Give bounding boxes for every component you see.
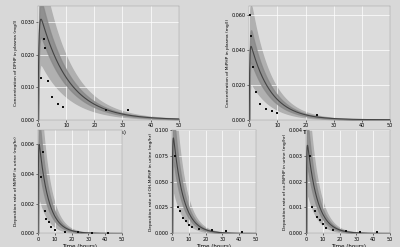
Point [38,175,44,179]
Point [43,217,50,221]
Point [52,228,58,232]
Y-axis label: Concentration of MiPHP in plasma (mg/l): Concentration of MiPHP in plasma (mg/l) [226,19,230,107]
Point [316,219,323,223]
Point [343,229,350,233]
Point [38,76,44,80]
Point [274,111,280,115]
Point [357,230,363,234]
Point [40,37,47,41]
Y-axis label: Deposition rate of OH-MiPHP in urine (mg/hr): Deposition rate of OH-MiPHP in urine (mg… [148,133,152,230]
Point [311,209,318,213]
Point [314,113,320,117]
Point [320,222,326,226]
X-axis label: Time (hours): Time (hours) [62,244,98,247]
Point [247,13,253,17]
Point [42,209,48,213]
Y-axis label: Deposition rate of MiPHP in urine (mg/hr): Deposition rate of MiPHP in urine (mg/hr… [14,137,18,226]
Point [60,105,66,109]
Y-axis label: Deposition rate of cx-MiPHP in urine (mg/hr): Deposition rate of cx-MiPHP in urine (mg… [283,133,287,230]
X-axis label: Time (hours): Time (hours) [330,244,366,247]
Point [105,231,112,235]
Point [62,230,68,234]
Point [209,228,216,232]
Point [222,229,229,233]
Point [46,220,52,224]
Point [125,108,131,112]
Point [309,206,315,209]
Point [268,109,275,113]
Point [54,102,61,105]
Point [257,102,264,106]
Point [49,95,55,99]
Point [182,219,189,223]
Point [373,230,380,234]
Point [186,223,192,227]
Point [172,154,179,158]
Point [102,108,109,112]
Point [189,225,196,229]
X-axis label: Time (hours): Time (hours) [196,244,232,247]
Point [175,206,181,209]
Point [314,215,320,219]
Point [48,225,55,229]
Point [330,228,336,232]
Point [40,150,46,154]
Point [263,107,269,111]
Point [45,79,51,83]
Point [250,65,257,69]
Point [253,90,260,94]
Point [323,226,330,230]
X-axis label: Time (hours): Time (hours) [302,130,337,135]
Point [306,154,313,158]
Point [42,46,48,50]
Point [196,227,202,231]
Point [88,230,95,234]
Point [177,209,184,213]
Point [248,34,254,38]
Y-axis label: Concentration of DPHP in plasma (mg/l): Concentration of DPHP in plasma (mg/l) [14,20,18,106]
Point [180,216,186,220]
Point [75,230,82,234]
Point [239,230,246,234]
X-axis label: Time (hours): Time (hours) [91,130,126,135]
